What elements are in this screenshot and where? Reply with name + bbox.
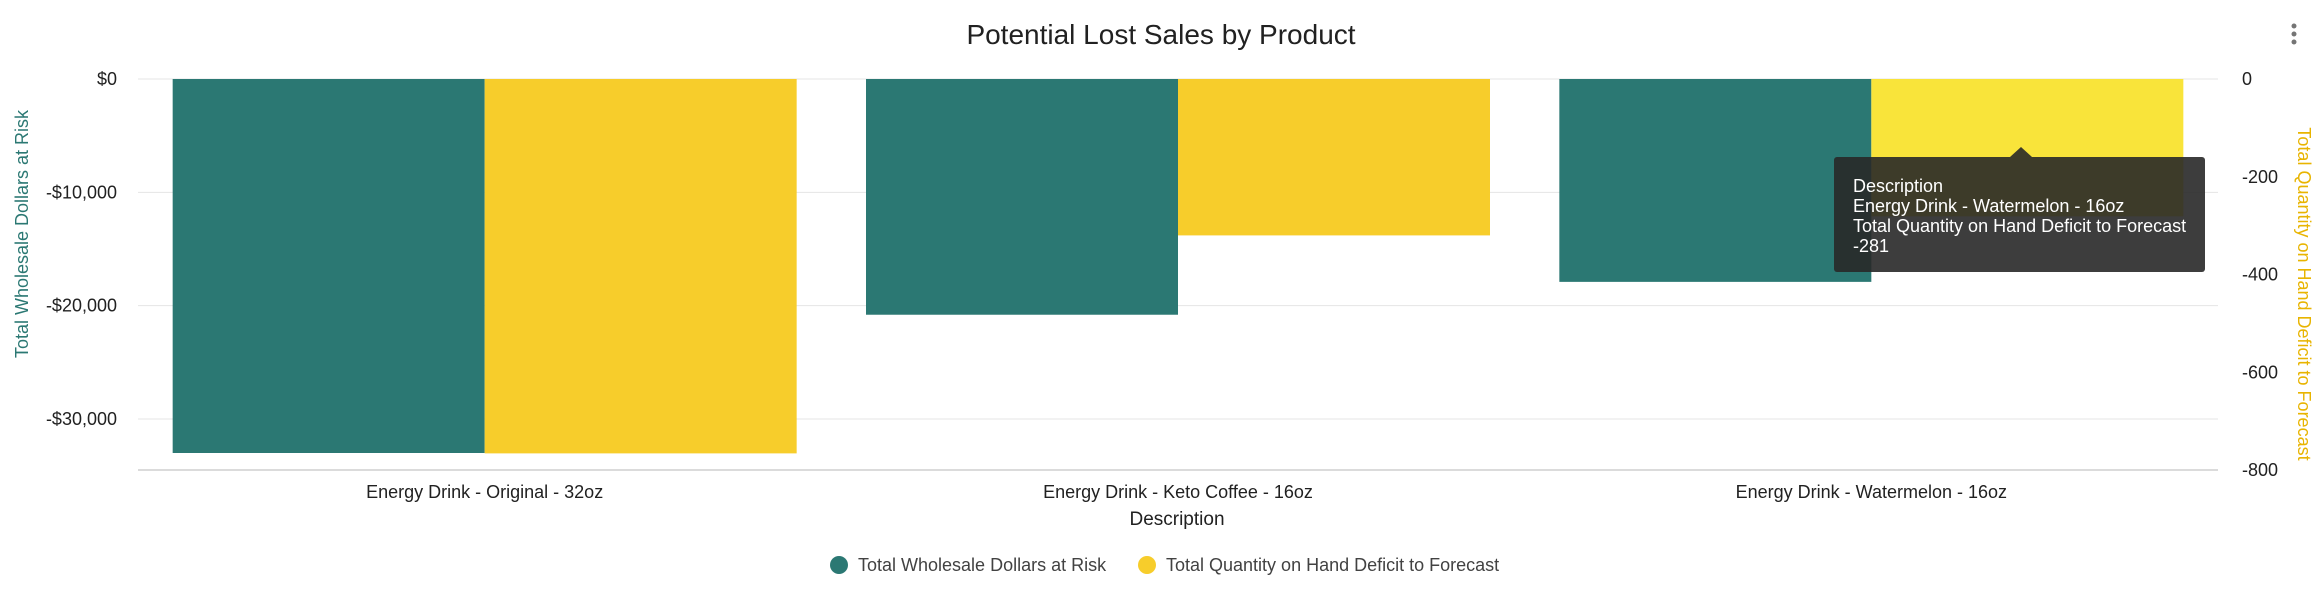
- left-axis-label: Total Wholesale Dollars at Risk: [12, 109, 32, 358]
- legend-item-quantity-deficit[interactable]: Total Quantity on Hand Deficit to Foreca…: [1138, 555, 1499, 575]
- legend-swatch-quantity-deficit: [1138, 556, 1156, 574]
- left-tick-label: -$10,000: [46, 182, 117, 202]
- tooltip-line-2: Energy Drink - Watermelon - 16oz: [1853, 196, 2124, 216]
- bar-quantity-deficit[interactable]: [484, 79, 797, 454]
- right-axis-ticks: 0 -200 -400 -600 -800: [2242, 69, 2278, 480]
- chart-title: Potential Lost Sales by Product: [966, 19, 1355, 50]
- x-tick-label: Energy Drink - Original - 32oz: [366, 482, 603, 502]
- tooltip-box: [1834, 157, 2205, 272]
- bar-quantity-deficit[interactable]: [1178, 79, 1490, 236]
- tooltip: Description Energy Drink - Watermelon - …: [1834, 147, 2205, 272]
- x-axis-label: Description: [1129, 509, 1224, 530]
- right-tick-label: -600: [2242, 362, 2278, 382]
- x-tick-label: Energy Drink - Watermelon - 16oz: [1736, 482, 2007, 502]
- bar-wholesale-dollars[interactable]: [172, 79, 485, 453]
- legend-label-wholesale-dollars: Total Wholesale Dollars at Risk: [858, 555, 1107, 575]
- more-options-icon[interactable]: [2291, 23, 2297, 45]
- x-axis-ticks: Energy Drink - Original - 32oz Energy Dri…: [366, 482, 2007, 502]
- legend-item-wholesale-dollars[interactable]: Total Wholesale Dollars at Risk: [830, 555, 1107, 575]
- legend-swatch-wholesale-dollars: [830, 556, 848, 574]
- tooltip-line-1: Description: [1853, 176, 1943, 196]
- left-tick-label: -$30,000: [46, 409, 117, 429]
- right-tick-label: 0: [2242, 69, 2252, 89]
- tooltip-pointer: [2010, 147, 2032, 157]
- right-axis-label: Total Quantity on Hand Deficit to Foreca…: [2294, 127, 2314, 460]
- left-tick-label: -$20,000: [46, 296, 117, 316]
- right-tick-label: -800: [2242, 460, 2278, 480]
- bar-wholesale-dollars[interactable]: [866, 79, 1178, 315]
- bar-wholesale-dollars[interactable]: [1559, 79, 1872, 282]
- x-tick-label: Energy Drink - Keto Coffee - 16oz: [1043, 482, 1313, 502]
- legend: Total Wholesale Dollars at Risk Total Qu…: [830, 555, 1499, 575]
- tooltip-line-3: Total Quantity on Hand Deficit to Foreca…: [1853, 216, 2186, 236]
- right-tick-label: -400: [2242, 265, 2278, 285]
- tooltip-line-4: -281: [1853, 236, 1889, 256]
- legend-label-quantity-deficit: Total Quantity on Hand Deficit to Foreca…: [1166, 555, 1499, 575]
- right-tick-label: -200: [2242, 167, 2278, 187]
- left-axis-ticks: $0 -$10,000 -$20,000 -$30,000: [46, 69, 117, 429]
- left-tick-label: $0: [97, 69, 117, 89]
